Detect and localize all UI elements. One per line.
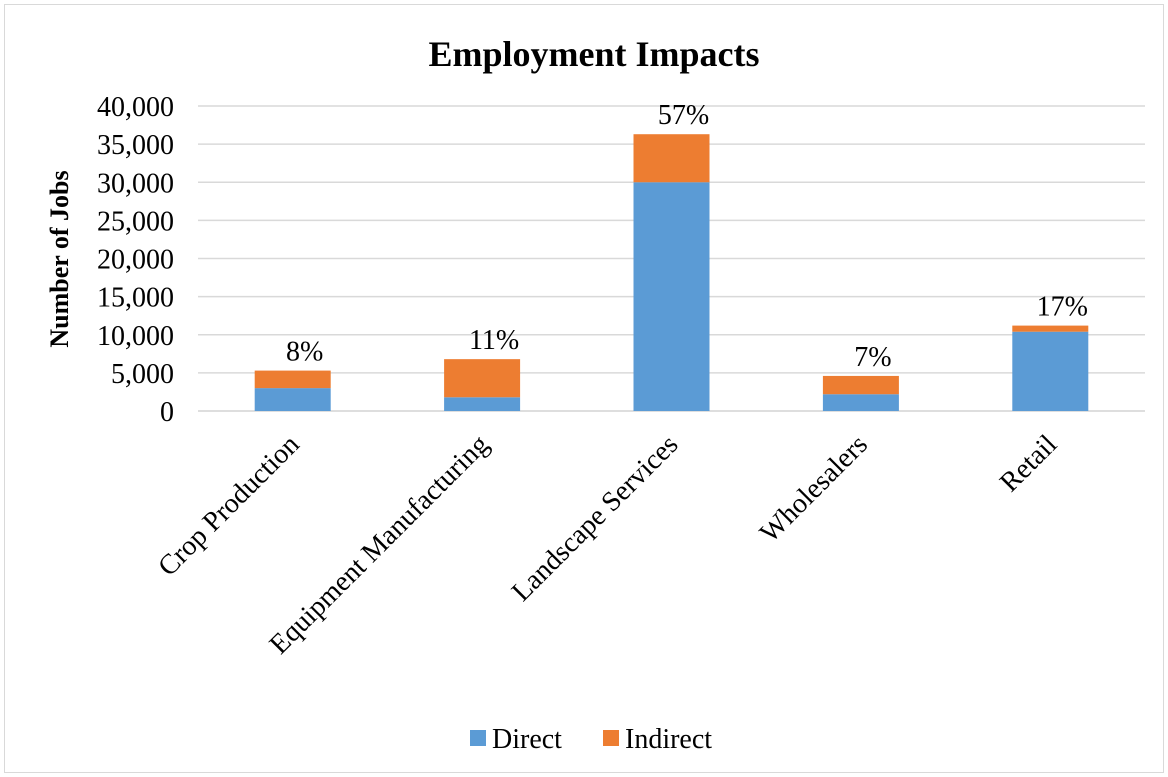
y-tick-label: 15,000 [97,283,174,314]
y-tick-label: 30,000 [97,168,174,199]
data-labels: 8% 11% 57% 7% 17% [286,100,1088,373]
data-label: 17% [1037,292,1088,323]
bar-indirect-2 [633,134,710,183]
legend-swatch-indirect [603,730,619,746]
data-label: 57% [658,100,709,131]
bars [254,134,1089,411]
category-label: Retail [994,429,1063,498]
bar-direct-1 [444,397,521,411]
y-tick-label: 10,000 [97,321,174,352]
legend-swatch-direct [470,730,486,746]
legend-label-direct: Direct [492,724,562,755]
bar-indirect-4 [1012,325,1089,332]
data-label: 7% [854,342,891,373]
y-tick-label: 40,000 [97,92,174,123]
bar-direct-2 [633,182,710,411]
y-tick-label: 0 [160,397,174,428]
bar-indirect-0 [254,370,331,389]
data-label: 8% [286,337,323,368]
y-tick-label: 20,000 [97,245,174,276]
bar-indirect-3 [822,375,899,395]
bar-indirect-1 [444,359,521,398]
y-tick-labels: 0 5,000 10,000 15,000 20,000 25,000 30,000 35,0… [97,92,174,428]
category-label: Wholesalers [754,429,874,549]
category-label: Landscape Services [506,429,685,608]
category-label: Crop Production [152,429,305,582]
legend-label-indirect: Indirect [625,724,712,755]
bar-direct-4 [1012,331,1089,411]
y-tick-label: 25,000 [97,206,174,237]
data-label: 11% [469,325,519,356]
legend: Direct Indirect [470,724,712,755]
bar-direct-3 [822,394,899,411]
y-tick-label: 35,000 [97,130,174,161]
y-axis-label: Number of Jobs [45,170,74,347]
category-label: Equipment Manufacturing [264,429,495,660]
bar-direct-0 [254,388,331,411]
chart-title: Employment Impacts [429,34,760,74]
chart-frame [4,4,1164,773]
y-tick-label: 5,000 [111,359,174,390]
